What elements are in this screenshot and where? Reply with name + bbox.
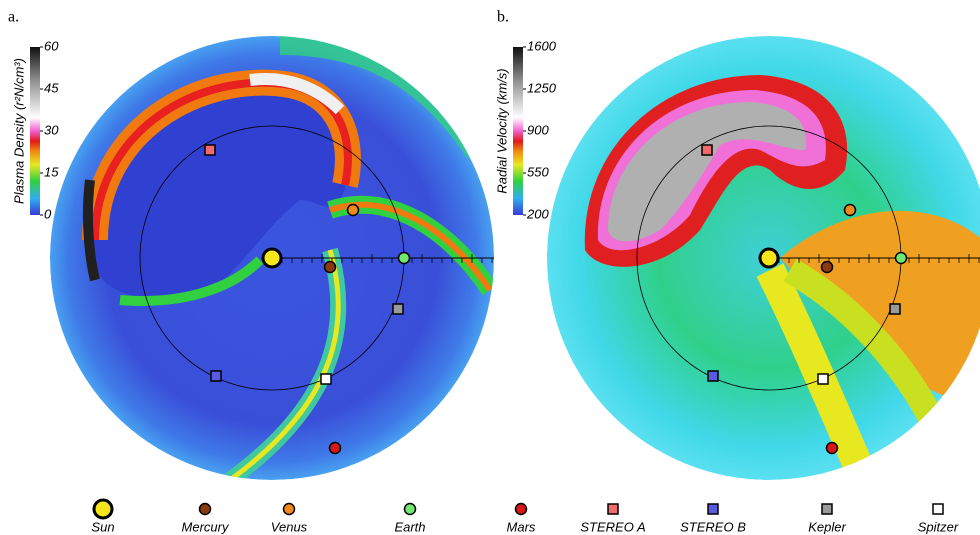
body-marker <box>825 441 839 455</box>
body-marker <box>843 203 857 217</box>
body-marker <box>392 303 404 315</box>
legend-label: Mars <box>507 519 536 534</box>
body-marker <box>514 502 528 516</box>
body-marker <box>92 498 114 520</box>
body-marker <box>204 144 216 156</box>
colorbar-tick-label: 900 <box>527 122 549 137</box>
body-marker <box>607 503 619 515</box>
colorbar-tick-label: 0 <box>44 206 52 221</box>
body-marker <box>707 370 719 382</box>
body-marker <box>320 373 332 385</box>
body-marker <box>889 303 901 315</box>
body-marker <box>346 203 360 217</box>
body-marker <box>932 503 944 515</box>
body-marker <box>894 251 908 265</box>
legend-label: Mercury <box>182 519 230 534</box>
body-marker <box>397 251 411 265</box>
body-marker <box>282 502 296 516</box>
body-marker <box>198 502 212 516</box>
colorbar-tick-label: 15 <box>44 164 59 179</box>
body-marker <box>328 441 342 455</box>
body-marker <box>210 370 222 382</box>
colorbar-tick-label: 1250 <box>527 80 557 95</box>
legend-label: Sun <box>91 519 114 534</box>
panel-label: b. <box>497 9 509 26</box>
body-marker <box>820 260 834 274</box>
panel-label: a. <box>8 9 19 26</box>
colorbar-title: Radial Velocity (km/s) <box>494 68 509 193</box>
colorbar-tick-label: 60 <box>44 38 59 53</box>
body-marker <box>403 502 417 516</box>
body-marker <box>323 260 337 274</box>
body-marker <box>701 144 713 156</box>
colorbar-tick-label: 45 <box>44 80 59 95</box>
legend-label: Spitzer <box>918 519 959 534</box>
colorbar <box>513 47 523 215</box>
colorbar <box>30 47 40 215</box>
body-marker <box>758 247 780 269</box>
legend-label: STEREO B <box>680 519 746 534</box>
colorbar-tick-label: 200 <box>526 206 549 221</box>
colorbar-title: Plasma Density (r²N/cm³) <box>11 58 26 204</box>
body-marker <box>261 247 283 269</box>
colorbar-tick-label: 30 <box>44 122 59 137</box>
legend-label: Venus <box>271 519 308 534</box>
body-marker <box>707 503 719 515</box>
body-marker <box>817 373 829 385</box>
legend-label: Kepler <box>808 519 846 534</box>
legend-label: STEREO A <box>580 519 645 534</box>
colorbar-tick-label: 1600 <box>527 38 557 53</box>
colorbar-tick-label: 550 <box>527 164 549 179</box>
body-marker <box>821 503 833 515</box>
legend-label: Earth <box>394 519 425 534</box>
